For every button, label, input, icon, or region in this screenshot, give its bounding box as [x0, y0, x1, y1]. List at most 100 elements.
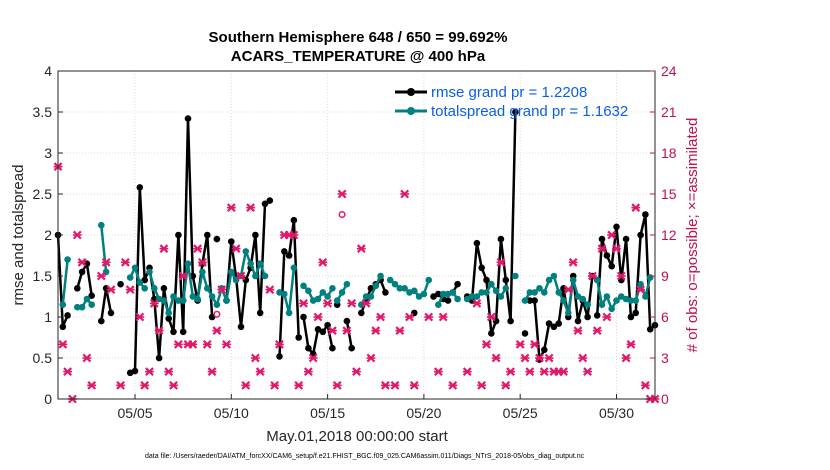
rmse-point — [179, 328, 187, 336]
rmse-point — [290, 216, 298, 224]
obs-assimilated-marker — [308, 353, 318, 363]
totalspread-point — [473, 293, 481, 300]
obs-layer — [53, 162, 660, 404]
obs-assimilated-marker — [640, 380, 650, 390]
totalspread-point — [560, 297, 567, 304]
obs-assimilated-marker — [72, 230, 82, 240]
rmse-point — [170, 328, 177, 336]
obs-assimilated-marker — [352, 367, 361, 377]
y2-axis-label: # of obs: o=possible; ×=assimilated — [684, 118, 701, 353]
totalspread-point — [488, 280, 495, 288]
totalspread-point — [603, 293, 611, 300]
rmse-point — [646, 326, 654, 333]
y-tick-label: 0.5 — [33, 350, 53, 366]
totalspread-point — [449, 289, 457, 296]
obs-assimilated-marker — [145, 367, 154, 377]
chart-subtitle: ACARS_TEMPERATURE @ 400 hPa — [231, 48, 486, 65]
rmse-point — [74, 285, 81, 292]
obs-assimilated-marker — [159, 244, 169, 254]
totalspread-point — [151, 285, 158, 292]
obs-assimilated-marker — [231, 244, 241, 254]
x-tick-label: 05/20 — [406, 405, 441, 421]
rmse-point — [454, 280, 461, 288]
totalspread-point — [483, 289, 490, 296]
totalspread-point — [425, 276, 433, 284]
obs-assimilated-marker — [116, 380, 125, 390]
totalspread-point — [372, 282, 380, 290]
obs-assimilated-marker — [612, 244, 621, 254]
rmse-point — [98, 317, 105, 325]
obs-assimilated-marker — [501, 380, 511, 390]
obs-assimilated-marker — [525, 367, 535, 377]
totalspread-point — [367, 293, 375, 300]
rmse-point — [497, 235, 505, 243]
rmse-line — [76, 262, 93, 296]
x-tick-label: 05/25 — [503, 405, 538, 421]
totalspread-point — [247, 260, 254, 268]
obs-assimilated-marker — [217, 285, 227, 295]
obs-assimilated-marker — [313, 312, 323, 322]
totalspread-point — [98, 221, 105, 229]
obs-assimilated-marker — [544, 353, 554, 363]
totalspread-point — [411, 287, 418, 295]
series-rmse — [54, 108, 659, 377]
totalspread-point — [531, 289, 538, 296]
rmse-point — [64, 312, 71, 319]
obs-assimilated-marker — [149, 298, 159, 308]
obs-assimilated-marker — [602, 312, 612, 322]
y-tick-label: 3 — [44, 145, 52, 161]
totalspread-point — [290, 264, 298, 272]
totalspread-point — [435, 301, 442, 309]
obs-assimilated-marker — [289, 230, 299, 240]
totalspread-point — [228, 268, 235, 276]
obs-assimilated-marker — [356, 244, 366, 254]
rmse-point — [136, 184, 144, 191]
obs-assimilated-marker — [592, 326, 602, 336]
rmse-point — [531, 297, 538, 304]
totalspread-point — [136, 279, 144, 286]
obs-assimilated-marker — [236, 271, 246, 281]
rmse-point — [435, 290, 442, 298]
obs-assimilated-marker — [328, 326, 337, 336]
obs-assimilated-marker — [347, 298, 357, 308]
obs-assimilated-marker — [472, 298, 482, 308]
totalspread-point — [324, 293, 331, 300]
y-tick-label: 0 — [44, 391, 52, 407]
obs-assimilated-marker — [405, 312, 414, 322]
obs-assimilated-marker — [241, 380, 251, 390]
y-tick-label: 4 — [44, 63, 52, 79]
rmse-point — [300, 313, 307, 321]
obs-assimilated-marker — [366, 353, 376, 363]
totalspread-point — [285, 309, 293, 317]
obs-assimilated-marker — [246, 203, 255, 213]
rmse-point — [213, 235, 221, 243]
obs-assimilated-marker — [222, 339, 231, 349]
y2-tick-label: 6 — [661, 309, 669, 325]
x-tick-label: 05/30 — [599, 405, 634, 421]
totalspread-point — [175, 297, 182, 304]
chart-title: Southern Hemisphere 648 / 650 = 99.692% — [209, 29, 508, 46]
rmse-point — [584, 313, 591, 321]
totalspread-point — [343, 280, 351, 288]
obs-assimilated-marker — [573, 326, 583, 336]
y2-tick-label: 18 — [661, 145, 677, 161]
legend-rmse-marker — [407, 88, 415, 96]
rmse-point — [281, 248, 288, 255]
obs-assimilated-marker — [202, 339, 212, 349]
totalspread-point — [497, 293, 505, 300]
rmse-point — [295, 334, 303, 341]
obs-assimilated-marker — [515, 339, 525, 349]
obs-assimilated-marker — [535, 353, 544, 363]
obs-assimilated-marker — [294, 380, 304, 390]
obs-assimilated-marker — [448, 380, 458, 390]
obs-assimilated-marker — [491, 353, 501, 363]
obs-assimilated-marker — [626, 339, 636, 349]
rmse-point — [502, 276, 510, 284]
rmse-point — [483, 276, 490, 284]
obs-assimilated-marker — [568, 257, 578, 267]
totalspread-point — [213, 301, 221, 309]
obs-assimilated-marker — [616, 271, 626, 281]
obs-assimilated-marker — [96, 271, 106, 281]
totalspread-point — [208, 293, 216, 300]
obs-assimilated-marker — [400, 189, 410, 199]
